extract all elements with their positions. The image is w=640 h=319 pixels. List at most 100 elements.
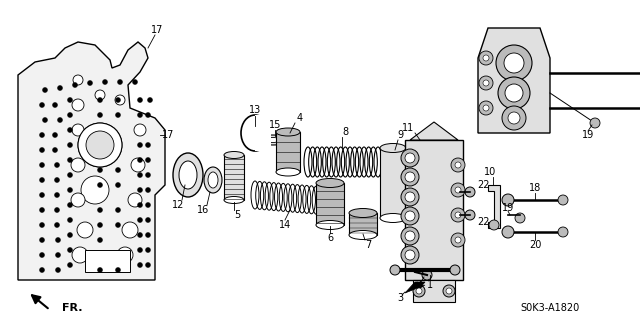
Circle shape <box>450 265 460 275</box>
Circle shape <box>56 238 61 242</box>
Circle shape <box>40 222 45 227</box>
Circle shape <box>502 106 526 130</box>
Circle shape <box>451 158 465 172</box>
Circle shape <box>52 147 58 152</box>
Circle shape <box>67 143 72 147</box>
Circle shape <box>145 218 150 222</box>
Circle shape <box>401 188 419 206</box>
Circle shape <box>67 218 72 222</box>
Polygon shape <box>478 28 550 133</box>
Bar <box>224 155 244 200</box>
Polygon shape <box>18 42 165 280</box>
Circle shape <box>72 83 77 87</box>
Circle shape <box>401 168 419 186</box>
Circle shape <box>413 285 425 297</box>
Circle shape <box>40 268 45 272</box>
Ellipse shape <box>260 135 286 145</box>
Bar <box>316 183 344 225</box>
Circle shape <box>67 248 72 253</box>
Circle shape <box>405 192 415 202</box>
Text: 9: 9 <box>397 130 403 140</box>
Circle shape <box>115 167 120 173</box>
Circle shape <box>40 132 45 137</box>
Text: FR.: FR. <box>62 303 83 313</box>
Circle shape <box>401 149 419 167</box>
Text: 12: 12 <box>172 200 184 210</box>
Circle shape <box>54 162 60 167</box>
Circle shape <box>40 102 45 108</box>
Circle shape <box>52 132 58 137</box>
Text: 17: 17 <box>151 25 163 35</box>
Circle shape <box>72 99 84 111</box>
Circle shape <box>86 131 114 159</box>
Bar <box>380 148 406 218</box>
Ellipse shape <box>204 167 222 193</box>
Circle shape <box>502 226 514 238</box>
Circle shape <box>81 176 109 204</box>
Circle shape <box>138 173 143 177</box>
Circle shape <box>483 80 489 86</box>
Ellipse shape <box>241 115 269 151</box>
Circle shape <box>504 53 524 73</box>
Circle shape <box>54 207 60 212</box>
Circle shape <box>138 113 143 117</box>
Ellipse shape <box>316 179 344 188</box>
Circle shape <box>115 95 125 105</box>
Circle shape <box>390 265 400 275</box>
Circle shape <box>455 212 461 218</box>
Text: 15: 15 <box>269 120 281 130</box>
Circle shape <box>122 222 138 238</box>
Circle shape <box>115 182 120 188</box>
Circle shape <box>71 158 85 172</box>
Circle shape <box>71 193 85 207</box>
Text: 13: 13 <box>249 105 261 115</box>
Circle shape <box>590 118 600 128</box>
Circle shape <box>405 172 415 182</box>
Circle shape <box>138 233 143 238</box>
Circle shape <box>489 220 499 230</box>
Circle shape <box>138 263 143 268</box>
Circle shape <box>67 188 72 192</box>
Circle shape <box>451 208 465 222</box>
Text: 2: 2 <box>415 280 421 290</box>
Circle shape <box>558 195 568 205</box>
Circle shape <box>145 248 150 253</box>
Ellipse shape <box>224 197 244 204</box>
Circle shape <box>132 79 138 85</box>
Ellipse shape <box>173 153 203 197</box>
Bar <box>85 250 130 272</box>
Circle shape <box>138 203 143 207</box>
Ellipse shape <box>276 168 300 176</box>
Circle shape <box>67 263 72 268</box>
Circle shape <box>479 101 493 115</box>
Circle shape <box>145 143 150 147</box>
Circle shape <box>42 87 47 93</box>
Text: 18: 18 <box>529 183 541 193</box>
Circle shape <box>455 237 461 243</box>
Circle shape <box>67 173 72 177</box>
Circle shape <box>40 207 45 212</box>
Circle shape <box>145 188 150 192</box>
Circle shape <box>138 158 143 162</box>
Text: 19: 19 <box>502 203 514 213</box>
Ellipse shape <box>316 220 344 229</box>
Circle shape <box>502 194 514 206</box>
Circle shape <box>67 233 72 238</box>
Circle shape <box>72 124 84 136</box>
Circle shape <box>401 207 419 225</box>
Circle shape <box>508 112 520 124</box>
Text: 22: 22 <box>477 180 489 190</box>
Circle shape <box>401 246 419 264</box>
Circle shape <box>40 177 45 182</box>
Circle shape <box>73 75 83 85</box>
Circle shape <box>145 158 150 162</box>
Circle shape <box>401 227 419 245</box>
Bar <box>405 140 463 280</box>
Circle shape <box>558 227 568 237</box>
Polygon shape <box>405 282 425 293</box>
Circle shape <box>78 123 122 167</box>
Circle shape <box>118 79 122 85</box>
Text: 4: 4 <box>297 113 303 123</box>
Circle shape <box>97 182 102 188</box>
Circle shape <box>138 248 143 253</box>
